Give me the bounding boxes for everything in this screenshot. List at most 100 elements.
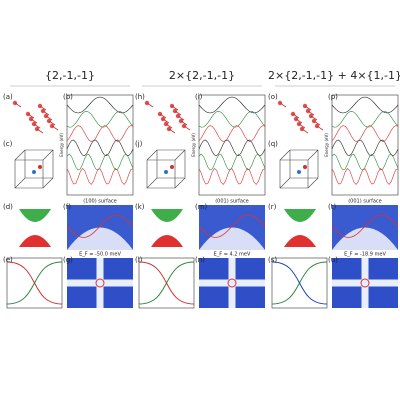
arc — [331, 214, 399, 238]
structure-panel: (o) — [268, 93, 324, 134]
bond — [146, 102, 154, 108]
fermi-panel: E_F = -50.0 meV (g) — [63, 252, 133, 308]
bond — [313, 120, 321, 126]
fermi-arc — [332, 258, 398, 308]
bond — [171, 105, 179, 111]
bond — [36, 128, 44, 134]
band-line — [66, 168, 134, 185]
bands-panel: Energy (eV) (p) — [324, 93, 399, 196]
structure-panel: (a) — [3, 93, 59, 134]
cone-upper — [284, 209, 316, 222]
bz-panel: (q) — [268, 140, 319, 189]
weyl-point — [38, 165, 42, 169]
weyl-point — [164, 170, 168, 174]
column-header: 2×{2,-1,-1} — [169, 69, 235, 82]
fermi-panel: E_F = 4.2 meV (n) — [195, 252, 265, 308]
bond — [162, 118, 170, 124]
bond — [14, 102, 22, 108]
bz-box — [14, 149, 54, 189]
cone-lower — [284, 235, 316, 247]
bond — [45, 115, 53, 121]
band-line — [66, 153, 134, 171]
panel-label: (e) — [3, 256, 13, 264]
panel-label: (l) — [135, 256, 143, 264]
curve-panel: (l) — [135, 256, 195, 309]
wilson-loop — [138, 261, 195, 305]
arc — [198, 214, 266, 238]
panel-caption: (001) surface — [348, 199, 382, 205]
axis-label: Energy (eV) — [191, 133, 196, 157]
axis-label: Energy (eV) — [324, 133, 329, 157]
bond — [316, 125, 324, 131]
band-line — [331, 125, 399, 142]
surface-panel: (100) surface (f) — [63, 199, 134, 250]
weyl-pocket — [360, 278, 370, 288]
axes — [66, 94, 134, 196]
bond — [39, 105, 47, 111]
cone-upper — [151, 209, 183, 222]
cone-upper — [19, 209, 51, 222]
bz-box — [279, 149, 319, 189]
fermi-arc — [67, 258, 133, 308]
band-line — [331, 96, 399, 114]
weyl-point — [170, 165, 174, 169]
band-line — [66, 139, 134, 157]
bz-box — [146, 149, 186, 189]
wilson-loop — [271, 261, 328, 305]
panel-label: (g) — [63, 256, 73, 264]
bond — [292, 113, 300, 119]
panel-caption: E_F = -18.9 meV — [344, 252, 386, 258]
band-line — [66, 125, 134, 142]
bz-panel: (c) — [3, 140, 54, 189]
fermi-arc — [199, 258, 265, 308]
bond — [295, 118, 303, 124]
band-line — [331, 139, 399, 157]
bond — [168, 128, 176, 134]
bands-panel: Energy (eV) (i) — [191, 93, 266, 196]
panel-label: (o) — [268, 93, 278, 101]
surface-panel: (001) surface (m) — [195, 199, 266, 250]
band-line — [198, 96, 266, 114]
bond — [307, 110, 315, 116]
panel-label: (t) — [328, 203, 336, 211]
band-line — [66, 96, 134, 114]
panel-caption: (100) surface — [83, 199, 117, 205]
axes — [331, 94, 399, 196]
bond — [48, 120, 56, 126]
bond — [183, 125, 191, 131]
axes — [198, 94, 266, 196]
bond — [310, 115, 318, 121]
weyl-point — [32, 170, 36, 174]
bond — [165, 123, 173, 129]
axes — [6, 257, 63, 309]
weyl-point — [297, 170, 301, 174]
panel-label: (b) — [63, 93, 73, 101]
band-line — [331, 168, 399, 185]
panel-label: (r) — [268, 203, 277, 211]
cone-lower — [151, 235, 183, 247]
column-header: 2×{2,-1,-1} + 4×{1,-1} — [268, 69, 400, 82]
panel-label: (f) — [63, 203, 71, 211]
axes — [271, 257, 328, 309]
panel-label: (d) — [3, 203, 13, 211]
arc — [66, 214, 134, 238]
bond — [159, 113, 167, 119]
bond — [279, 102, 287, 108]
axis-label: Energy (eV) — [59, 133, 64, 157]
panel-caption: E_F = -50.0 meV — [79, 252, 121, 258]
cone-lower — [19, 235, 51, 247]
panel-label: (k) — [135, 203, 145, 211]
curve-panel: (e) — [3, 256, 63, 309]
panel-label: (s) — [268, 256, 277, 264]
panel-caption: E_F = 4.2 meV — [214, 252, 251, 258]
bond — [42, 110, 50, 116]
panel-label: (u) — [328, 256, 338, 264]
panel-label: (j) — [135, 140, 143, 148]
band-line — [198, 125, 266, 142]
curve-panel: (s) — [268, 256, 328, 309]
cone-panel: (r) — [268, 203, 316, 247]
panel-label: (n) — [195, 256, 205, 264]
surface-state — [67, 227, 133, 250]
